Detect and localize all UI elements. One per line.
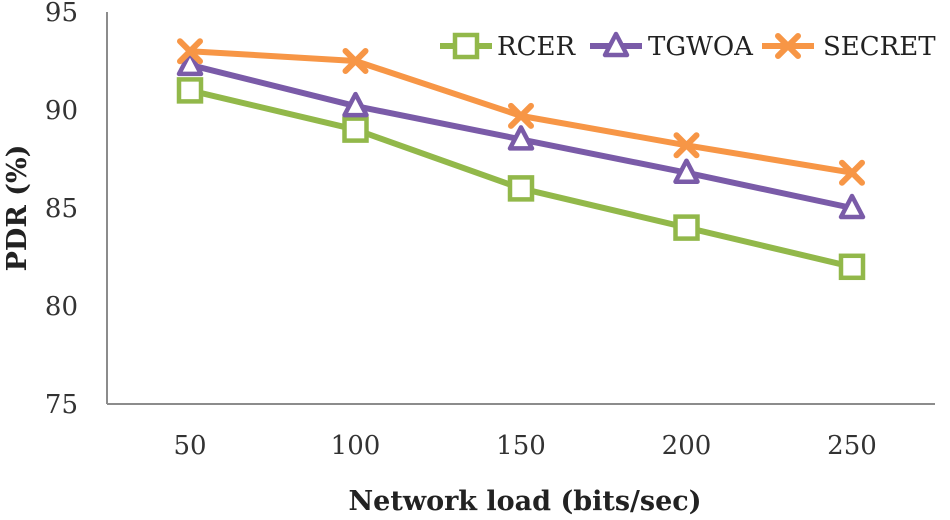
data-point-rcer [176, 77, 204, 104]
data-point-secret [508, 102, 534, 129]
data-point-tgwoa [673, 158, 700, 184]
data-point-rcer [342, 116, 369, 143]
series-rcer [176, 77, 866, 281]
data-point-secret [342, 48, 369, 74]
legend-marker-tgwoa [602, 31, 630, 58]
x-tick-label: 200 [662, 431, 712, 461]
data-point-rcer [838, 253, 866, 281]
y-tick-label: 80 [45, 292, 78, 322]
legend-label-rcer: RCER [497, 32, 576, 62]
y-tick-labels: 75 80 85 90 95 [45, 0, 78, 420]
legend-label-tgwoa: TGWOA [648, 32, 754, 62]
data-point-rcer [507, 175, 535, 202]
legend-item-rcer: RCER [440, 32, 576, 62]
data-point-tgwoa [838, 193, 866, 220]
data-point-tgwoa [176, 50, 204, 77]
legend-label-secret: SECRET [823, 32, 936, 62]
y-axis-title: PDR (%) [2, 145, 33, 272]
x-tick-label: 150 [496, 431, 546, 461]
data-point-secret [177, 38, 203, 65]
x-tick-labels: 50 100 150 200 250 [173, 431, 876, 461]
data-point-tgwoa [342, 91, 369, 118]
series-secret [177, 38, 865, 186]
x-axis-title: Network load (bits/sec) [349, 486, 702, 517]
y-tick-label: 95 [45, 0, 78, 28]
y-tick-label: 90 [45, 96, 78, 126]
x-tick-label: 250 [827, 431, 877, 461]
legend-marker-secret [775, 33, 801, 59]
axes [106, 12, 935, 405]
data-point-tgwoa [507, 125, 535, 151]
series-layer [176, 38, 866, 281]
legend: RCER TGWOA SECRET [440, 31, 936, 62]
data-point-secret [839, 159, 865, 186]
x-tick-label: 50 [173, 431, 206, 461]
x-tick-label: 100 [331, 431, 381, 461]
legend-item-tgwoa: TGWOA [590, 31, 754, 62]
y-tick-label: 85 [45, 194, 78, 224]
data-point-rcer [673, 214, 700, 241]
y-tick-label: 75 [45, 390, 78, 420]
legend-item-secret: SECRET [762, 32, 936, 62]
legend-marker-rcer [452, 32, 480, 60]
series-tgwoa [176, 50, 866, 220]
data-point-secret [673, 132, 700, 159]
